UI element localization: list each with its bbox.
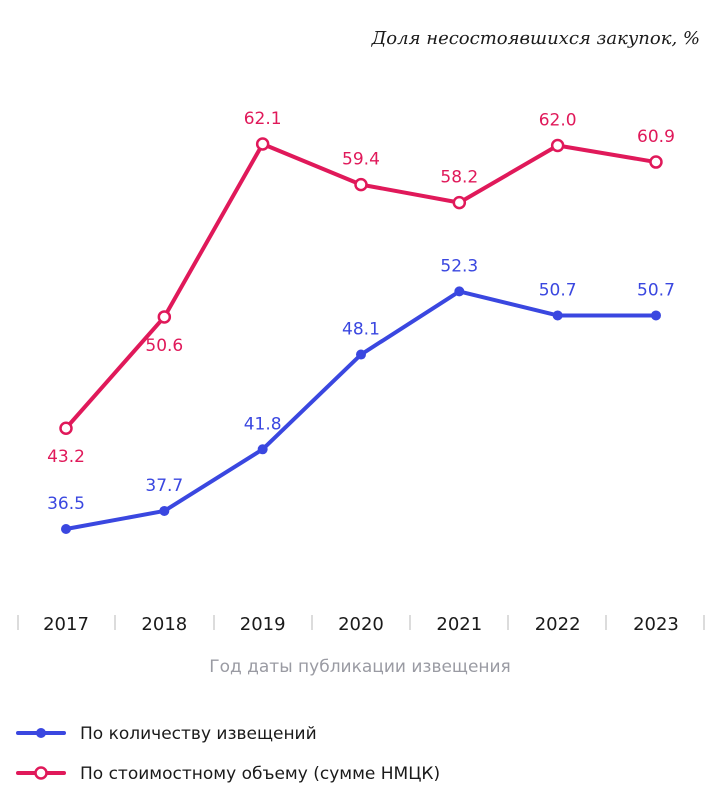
x-axis: 2017 2018 2019 2020 2021 2022 2023 [17, 614, 705, 635]
data-label: 58.2 [440, 168, 478, 188]
x-tick-label: 2017 [43, 614, 89, 635]
data-label: 37.7 [145, 476, 183, 496]
data-label: 48.1 [342, 320, 380, 340]
x-axis-title: Год даты публикации извещения [209, 657, 511, 677]
data-point [257, 444, 268, 455]
legend-label: По стоимостному объему (сумме НМЦК) [80, 764, 440, 784]
x-tick-label: 2018 [141, 614, 187, 635]
x-tick-label: 2019 [240, 614, 286, 635]
data-label: 36.5 [47, 494, 85, 514]
data-label: 50.7 [539, 280, 577, 300]
data-label: 52.3 [440, 256, 478, 276]
data-point [59, 421, 73, 435]
series-1: 36.5 37.7 41.8 48.1 52.3 50.7 50.7 [47, 256, 675, 534]
x-tick-label: 2021 [436, 614, 482, 635]
data-point [454, 286, 465, 297]
data-label: 60.9 [637, 127, 675, 147]
series-layer: 36.5 37.7 41.8 48.1 52.3 50.7 50.7 43.2 50.6 62.1… [47, 109, 675, 534]
data-point [649, 155, 663, 169]
data-point [650, 310, 661, 321]
data-point [255, 137, 270, 151]
data-label: 43.2 [47, 447, 85, 467]
data-label: 41.8 [244, 414, 282, 434]
x-tick-label: 2022 [535, 614, 581, 635]
legend-item: По количеству извещений [16, 724, 317, 744]
chart-title: Доля несостоявшихся закупок, % [371, 28, 700, 49]
x-tick-label: 2023 [633, 614, 679, 635]
legend-marker [34, 766, 48, 780]
data-label: 50.6 [145, 336, 183, 356]
data-label: 59.4 [342, 150, 380, 170]
data-point [157, 310, 172, 324]
data-point [550, 138, 565, 153]
data-point [61, 524, 71, 534]
data-point [355, 349, 366, 360]
legend-marker [36, 728, 46, 738]
data-point [552, 310, 563, 321]
legend-item: По стоимостному объему (сумме НМЦК) [16, 764, 440, 784]
data-label: 50.7 [637, 280, 675, 300]
data-label: 62.0 [539, 111, 577, 131]
series-2: 43.2 50.6 62.1 59.4 58.2 62.0 60.9 [47, 109, 675, 467]
data-point [452, 195, 467, 210]
x-tick-label: 2020 [338, 614, 384, 635]
data-point [354, 177, 368, 192]
data-point [159, 505, 170, 516]
data-label: 62.1 [244, 109, 282, 129]
legend: По количеству извещений По стоимостному о… [16, 724, 440, 784]
legend-label: По количеству извещений [80, 724, 317, 744]
